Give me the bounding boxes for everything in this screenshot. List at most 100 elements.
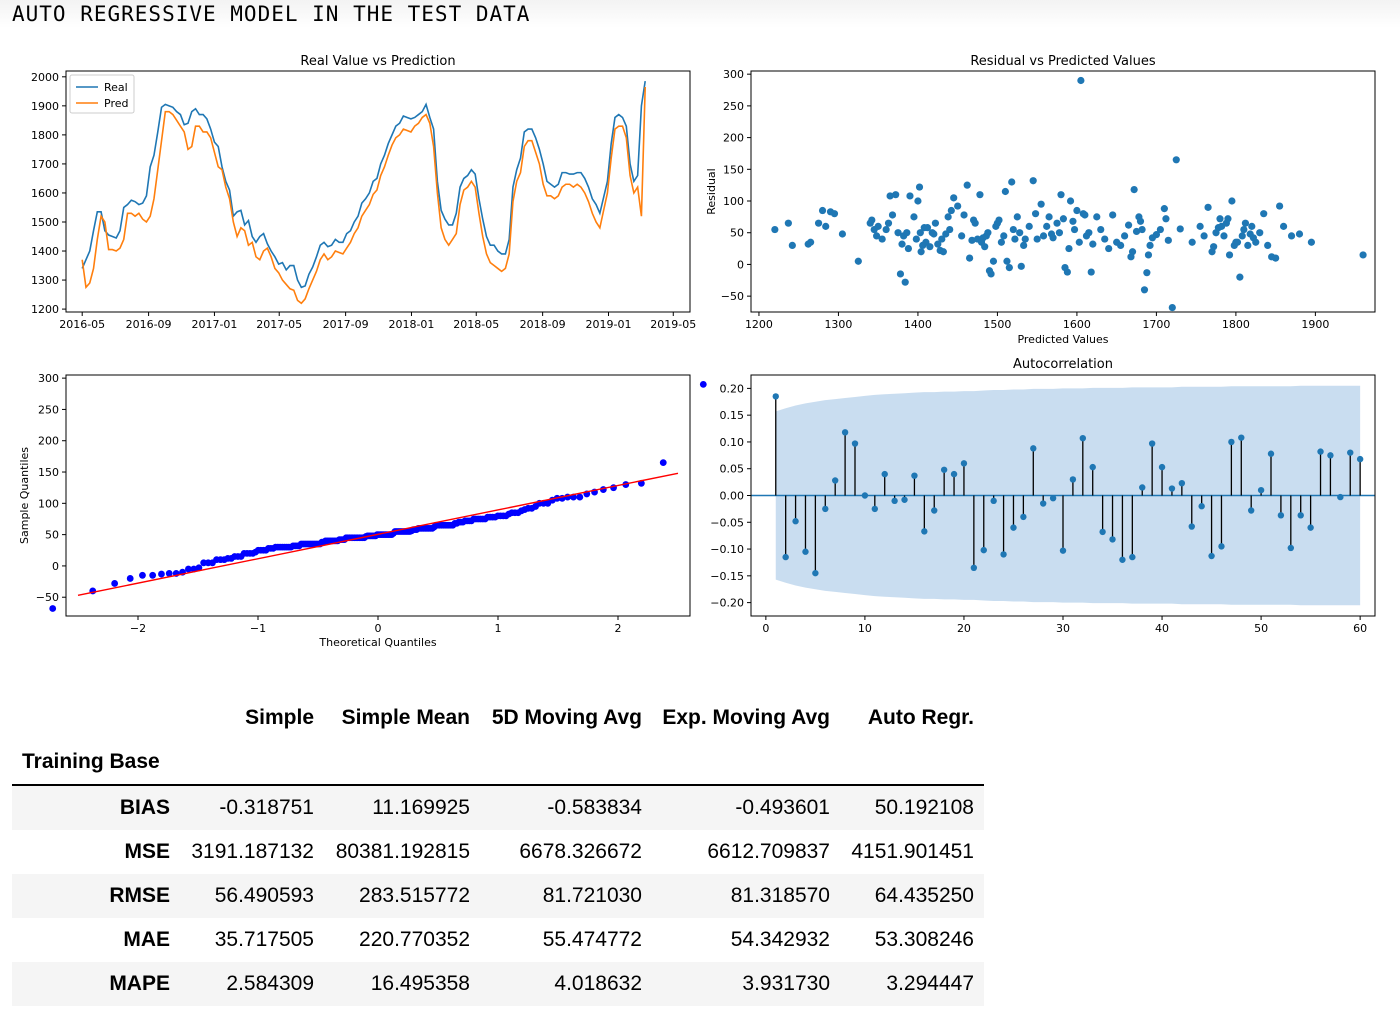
scatter-point (894, 229, 902, 237)
x-tick-label: 10 (858, 622, 872, 635)
table-cell: 64.435250 (874, 884, 974, 907)
scatter-point (1287, 232, 1296, 240)
row-label: MAE (123, 928, 170, 951)
qq-point (49, 605, 57, 612)
x-tick-label: 60 (1353, 622, 1367, 635)
x-tick-label: −2 (130, 622, 146, 635)
table-row: RMSE 56.490593 283.515772 81.721030 81.3… (12, 874, 984, 918)
acf-point (1307, 524, 1314, 531)
scatter-point (934, 240, 942, 248)
scatter-point (888, 211, 897, 219)
scatter-point (838, 230, 847, 238)
reference-line (77, 472, 679, 597)
qq-point (195, 564, 203, 572)
scatter-point (1066, 197, 1075, 205)
scatter-point (971, 219, 979, 227)
scatter-point (989, 257, 998, 265)
scatter-point (1043, 222, 1051, 230)
scatter-point (1008, 178, 1016, 186)
y-tick-label: 50 (730, 227, 744, 240)
qq-point (111, 580, 119, 587)
scatter-point (912, 235, 920, 243)
qq-point (139, 571, 146, 579)
acf-point (772, 393, 779, 400)
acf-point (901, 496, 908, 503)
chart-title: Autocorrelation (1013, 357, 1113, 372)
scatter-point (1140, 286, 1149, 294)
scatter-point (1093, 213, 1101, 221)
autocorrelation-chart: Autocorrelation −0.20 −0.15 −0.10 −0.05 0.00 0… (710, 357, 1376, 635)
scatter-point (1279, 222, 1288, 230)
scatter-point (947, 206, 955, 215)
acf-point (1277, 512, 1285, 519)
acf-point (1356, 455, 1364, 463)
acf-point (911, 472, 918, 479)
x-tick-label: 2017-09 (323, 318, 369, 331)
real-vs-prediction-chart: Real Value vs Prediction 1200 1300 1400 1500… (31, 54, 696, 331)
y-tick-label: 1200 (31, 303, 59, 316)
table-cell: -0.583834 (480, 784, 652, 830)
table-row: MAE 35.717505 220.770352 55.474772 54.34… (12, 918, 984, 962)
acf-point (1158, 463, 1166, 471)
scatter-point (1055, 229, 1064, 237)
scatter-point (1130, 185, 1138, 194)
scatter-point (814, 219, 823, 227)
x-tick-label: 2019-01 (586, 318, 632, 331)
acf-point (1030, 445, 1037, 452)
scatter-point (868, 216, 876, 224)
scatter-point (910, 213, 918, 221)
scatter-point (1053, 219, 1061, 227)
scatter-point (1162, 215, 1170, 223)
acf-point (1267, 450, 1275, 457)
scatter-point (1220, 232, 1228, 240)
y-tick-label: 200 (723, 132, 744, 145)
qq-point (699, 380, 707, 388)
y-tick-label: −0.10 (710, 543, 744, 556)
scatter-point (904, 244, 912, 253)
qq-point (184, 565, 192, 573)
y-tick-label: −0.05 (710, 516, 744, 529)
scatter-point (1276, 202, 1284, 210)
table-cell: 4.018632 (554, 972, 642, 995)
acf-point (782, 553, 789, 561)
scatter-point (1256, 229, 1264, 237)
scatter-point (896, 270, 905, 278)
row-label: MAPE (109, 972, 170, 995)
scatter-point (1124, 221, 1133, 229)
table-cell: 4151.901451 (851, 840, 974, 863)
scatter-point (916, 229, 924, 237)
scatter-point (1244, 241, 1252, 250)
scatter-point (1003, 257, 1011, 265)
plot-frame (65, 70, 691, 313)
y-tick-label: 0.10 (720, 436, 745, 449)
scatter-point (995, 216, 1003, 224)
x-tick-label: 50 (1254, 622, 1268, 635)
scatter-point (1031, 210, 1040, 218)
scatter-point (1065, 244, 1073, 253)
acf-point (1099, 528, 1106, 536)
table-cell: 2.584309 (226, 972, 314, 995)
acf-point (812, 569, 819, 577)
y-tick-label: 50 (45, 529, 59, 542)
scatter-point (1121, 232, 1129, 240)
scatter-point (1017, 262, 1025, 270)
chart-title: Real Value vs Prediction (300, 54, 455, 69)
y-tick-label: 1500 (31, 216, 59, 229)
x-tick-label: 0 (375, 622, 382, 635)
scatter-point (1228, 197, 1236, 205)
y-tick-label: 0.05 (720, 463, 745, 476)
scatter-point (1020, 241, 1028, 250)
scatter-point (1132, 227, 1141, 236)
scatter-point (884, 219, 893, 227)
scatter-point (939, 248, 947, 256)
scatter-point (917, 248, 925, 256)
x-tick-label: 1800 (1222, 318, 1250, 331)
acf-point (970, 564, 978, 571)
scatter-point (931, 219, 940, 227)
table-cell: 11.169925 (324, 784, 480, 830)
scatter-point (946, 225, 954, 234)
scatter-point (1136, 217, 1145, 225)
table-cell: 35.717505 (214, 928, 314, 951)
acf-point (1109, 536, 1116, 543)
scatter-point (903, 229, 911, 237)
